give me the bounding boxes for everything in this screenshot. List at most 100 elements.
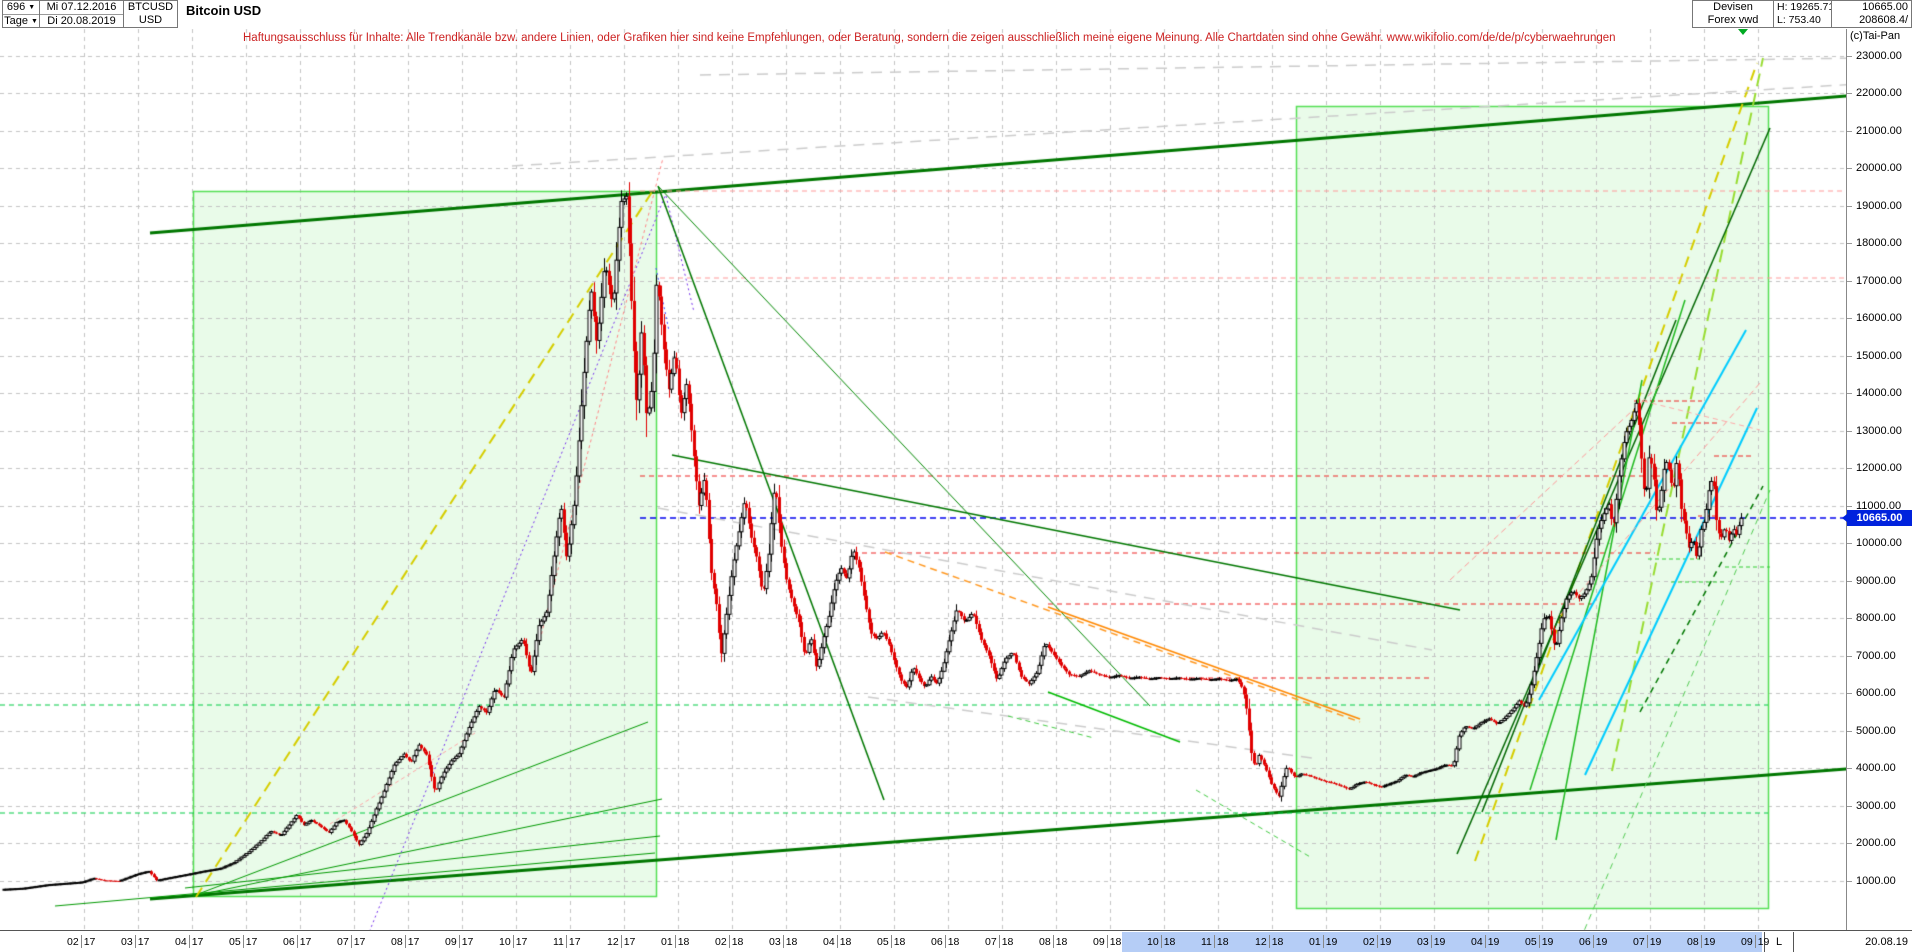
month-label-part: [1160, 935, 1162, 948]
month-label-part: 18: [839, 935, 852, 948]
month-label-part: 18: [785, 935, 798, 948]
month-label-part: [1268, 935, 1270, 948]
month-label-part: [458, 935, 460, 948]
y-axis: (c)Tai-Pan 23000.00 22000.00 21000.00 20000…: [1846, 0, 1912, 930]
y-axis-label: 7000.00: [1856, 649, 1896, 662]
y-axis-tick: [1847, 430, 1852, 432]
x-axis-highlight-range: [1122, 932, 1762, 952]
y-axis-label: 13000.00: [1856, 424, 1902, 437]
y-axis-label: 4000.00: [1856, 762, 1896, 775]
month-label-part: 18: [893, 935, 906, 948]
month-label: 10 17: [499, 934, 527, 949]
price-chart-canvas[interactable]: [0, 0, 1846, 930]
month-label-part: 04: [1471, 935, 1483, 948]
month-label-part: 12: [1255, 935, 1267, 948]
month-label-part: 17: [623, 935, 636, 948]
month-label: 07 17: [337, 934, 365, 949]
y-axis-tick: [1847, 243, 1852, 245]
month-label-part: 18: [1271, 935, 1284, 948]
month-label-part: [1052, 935, 1054, 948]
y-axis-label: 12000.00: [1856, 462, 1902, 475]
y-axis-label: 10000.00: [1856, 537, 1902, 550]
month-label: 06 18: [931, 934, 959, 949]
month-label-part: [350, 935, 352, 948]
month-label-part: 10: [1147, 935, 1159, 948]
month-label-part: 09: [1093, 935, 1105, 948]
y-axis-tick: [1847, 843, 1852, 845]
month-label-part: 17: [461, 935, 474, 948]
month-label-part: [1430, 935, 1432, 948]
header-bar: 696 ▼ Tage ▼ Mi 07.12.2016 Di 20.08.2019…: [0, 0, 1912, 29]
vwd-indicator-icon: [1738, 29, 1748, 35]
month-label-part: [1538, 935, 1540, 948]
month-label-part: [782, 935, 784, 948]
month-label-part: 09: [1741, 935, 1753, 948]
last-price-value: 10665.00: [1862, 1, 1908, 13]
month-label-part: 18: [947, 935, 960, 948]
month-label-part: 07: [985, 935, 997, 948]
month-label-part: 19: [1379, 935, 1392, 948]
chart-title: Bitcoin USD: [186, 3, 262, 18]
month-label-part: 17: [137, 935, 150, 948]
y-axis-tick: [1847, 693, 1852, 695]
month-label: 04 19: [1471, 934, 1499, 949]
month-label-part: 12: [607, 935, 619, 948]
month-label-part: [944, 935, 946, 948]
month-label-part: 05: [229, 935, 241, 948]
source-line1: Devisen: [1713, 1, 1753, 13]
date-to-field[interactable]: Di 20.08.2019: [40, 14, 123, 28]
month-label-part: 03: [121, 935, 133, 948]
month-label-part: 07: [1633, 935, 1645, 948]
month-label-part: 17: [299, 935, 312, 948]
month-label-part: 18: [677, 935, 690, 948]
y-axis-tick: [1847, 618, 1852, 620]
month-label: 06 19: [1579, 934, 1607, 949]
y-axis-label: 18000.00: [1856, 237, 1902, 250]
currency-value: USD: [138, 14, 163, 26]
symbol-box: BTCUSD USD: [123, 0, 178, 28]
month-label-part: [1754, 935, 1756, 948]
month-label-part: 17: [515, 935, 528, 948]
period-value: Tage: [4, 15, 28, 27]
x-axis: L 20.08.19 02 17 03 17 04 17 05 17 06 17 07 17 08 17 0…: [0, 930, 1912, 952]
source-line2: Forex vwd: [1707, 14, 1759, 26]
month-label-part: [890, 935, 892, 948]
month-label-part: 09: [445, 935, 457, 948]
y-axis-label: 1000.00: [1856, 874, 1896, 887]
bars-count-dropdown[interactable]: 696 ▼: [3, 1, 39, 14]
month-label-part: [674, 935, 676, 948]
dropdown-arrow-icon: ▼: [30, 18, 38, 25]
month-label-part: 11: [1201, 935, 1212, 948]
month-label-part: 19: [1595, 935, 1608, 948]
y-axis-label: 23000.00: [1856, 49, 1902, 62]
month-label-part: 18: [1001, 935, 1014, 948]
month-label: 12 17: [607, 934, 635, 949]
y-axis-tick: [1847, 880, 1852, 882]
month-label-part: [1646, 935, 1648, 948]
y-axis-label: 16000.00: [1856, 312, 1902, 325]
month-label-part: 19: [1757, 935, 1770, 948]
month-label-part: 17: [245, 935, 258, 948]
month-label: 07 18: [985, 934, 1013, 949]
y-axis-label: 2000.00: [1856, 837, 1896, 850]
month-label-part: [242, 935, 244, 948]
month-label: 10 18: [1147, 934, 1175, 949]
month-label-part: 19: [1325, 935, 1338, 948]
period-dropdown[interactable]: Tage ▼: [3, 14, 39, 28]
month-label-part: [296, 935, 298, 948]
month-label-part: 19: [1433, 935, 1446, 948]
month-label-part: 17: [568, 935, 581, 948]
month-label-part: 06: [931, 935, 943, 948]
month-label-part: 08: [391, 935, 403, 948]
date-from-field[interactable]: Mi 07.12.2016: [46, 1, 117, 13]
current-price-tag: 10665.00: [1842, 510, 1912, 526]
month-label: 05 19: [1525, 934, 1553, 949]
y-axis-label: 9000.00: [1856, 574, 1896, 587]
y-axis-tick: [1847, 318, 1852, 320]
month-label: 06 17: [283, 934, 311, 949]
month-label-part: [836, 935, 838, 948]
volume-value: 208608.4/: [1859, 14, 1908, 26]
y-axis-label: 14000.00: [1856, 387, 1902, 400]
month-label-part: [80, 935, 82, 948]
last-price-box: 10665.00 208608.4/: [1831, 0, 1912, 28]
